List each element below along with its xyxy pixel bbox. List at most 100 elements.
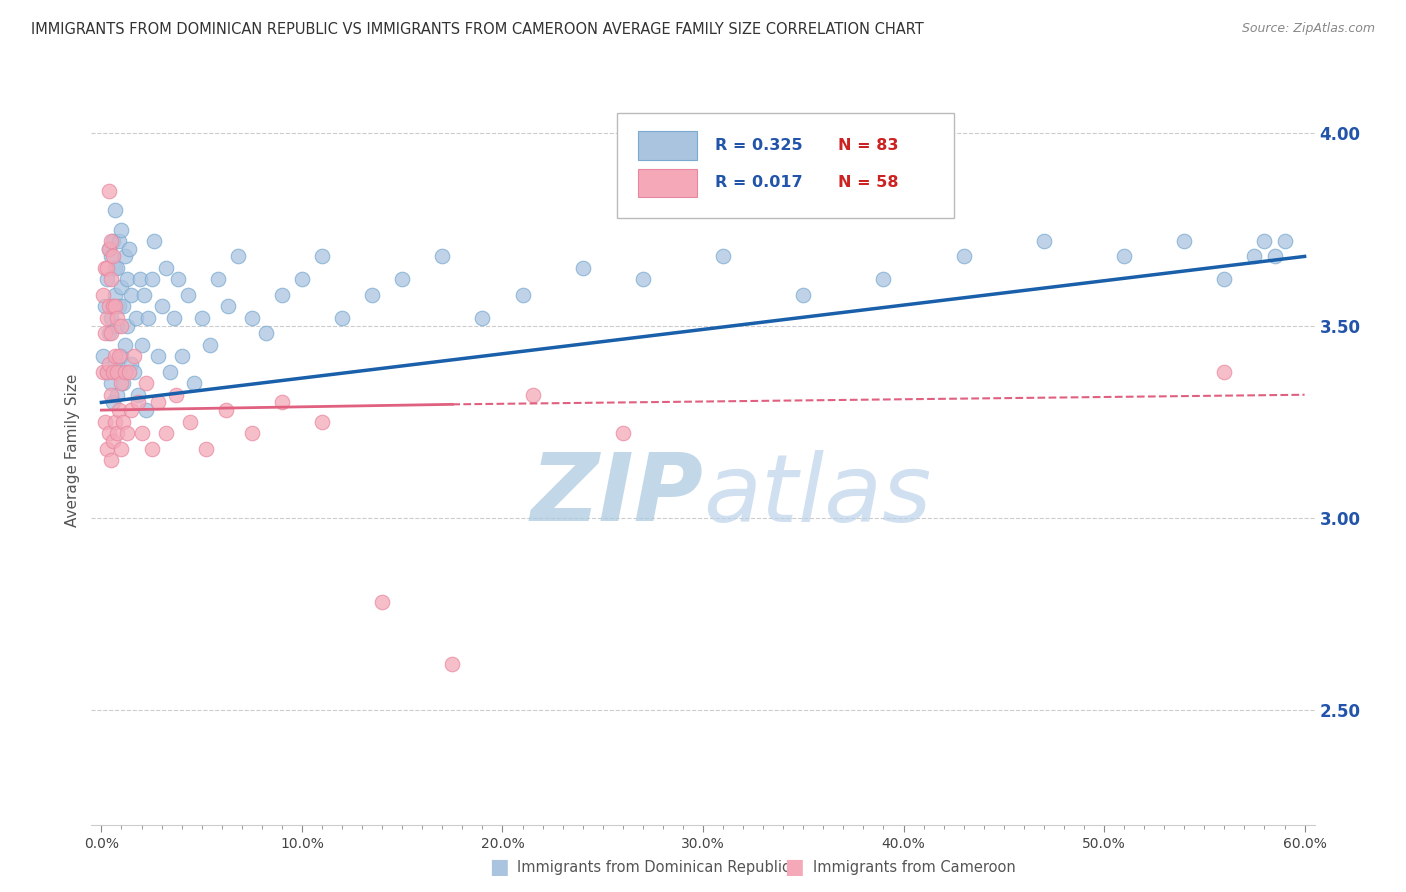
Point [110, 280, 132, 294]
Point [270, 395, 292, 409]
Point [114, 249, 136, 263]
Point [96, 365, 118, 379]
Point [176, 288, 198, 302]
Point [98, 426, 121, 441]
Point [112, 415, 135, 429]
Point [93, 349, 115, 363]
Point [98, 299, 121, 313]
Point [104, 203, 127, 218]
Point [104, 260, 127, 275]
Point [128, 272, 150, 286]
Point [512, 288, 534, 302]
Point [391, 272, 413, 286]
Text: N = 58: N = 58 [838, 176, 898, 191]
Point [122, 349, 145, 363]
Point [103, 395, 125, 409]
Point [162, 310, 184, 325]
Text: ■: ■ [785, 857, 804, 877]
Point [98, 242, 121, 256]
Point [207, 272, 229, 286]
Point [100, 310, 122, 325]
Point [107, 426, 129, 441]
Point [103, 249, 125, 263]
Point [711, 249, 734, 263]
Text: R = 0.017: R = 0.017 [716, 176, 803, 191]
Point [371, 595, 394, 609]
Point [103, 365, 125, 379]
Point [104, 299, 127, 313]
Point [100, 272, 122, 286]
Point [872, 272, 894, 286]
Point [131, 338, 153, 352]
Point [254, 326, 277, 341]
Point [166, 272, 188, 286]
Point [108, 403, 131, 417]
Point [110, 318, 132, 333]
Point [103, 234, 125, 248]
Point [1253, 234, 1275, 248]
Point [1243, 249, 1265, 263]
Point [104, 349, 127, 363]
Point [1114, 249, 1136, 263]
FancyBboxPatch shape [617, 113, 953, 219]
Point [93, 288, 115, 302]
Point [110, 222, 132, 236]
Point [432, 249, 454, 263]
Point [96, 272, 118, 286]
Point [155, 426, 177, 441]
Point [94, 260, 117, 275]
Point [240, 310, 263, 325]
Point [146, 395, 169, 409]
Point [217, 299, 239, 313]
Point [136, 310, 159, 325]
Point [117, 426, 139, 441]
Point [270, 288, 292, 302]
Point [150, 299, 173, 313]
Point [104, 288, 127, 302]
Point [124, 310, 146, 325]
Point [110, 349, 132, 363]
Point [103, 299, 125, 313]
Point [141, 272, 163, 286]
Point [104, 415, 127, 429]
Point [183, 376, 205, 391]
Point [142, 234, 165, 248]
Point [179, 415, 201, 429]
Point [131, 426, 153, 441]
Point [159, 365, 181, 379]
Point [141, 442, 163, 456]
Point [121, 357, 143, 371]
Point [330, 310, 353, 325]
Point [612, 426, 634, 441]
Point [1173, 234, 1195, 248]
Point [100, 249, 122, 263]
Point [96, 260, 118, 275]
Point [107, 388, 129, 402]
Text: R = 0.325: R = 0.325 [716, 138, 803, 153]
Bar [638, 131, 697, 160]
Point [226, 249, 249, 263]
Point [121, 403, 143, 417]
Point [132, 288, 155, 302]
Text: N = 83: N = 83 [838, 138, 898, 153]
Point [127, 388, 149, 402]
Point [98, 184, 121, 198]
Point [103, 434, 125, 448]
Point [146, 349, 169, 363]
Point [104, 357, 127, 371]
Point [311, 249, 333, 263]
Point [198, 338, 221, 352]
Bar [638, 169, 697, 197]
Point [100, 326, 122, 341]
Point [522, 388, 544, 402]
Point [100, 453, 122, 467]
Point [94, 326, 117, 341]
Point [110, 442, 132, 456]
Point [100, 388, 122, 402]
Point [127, 395, 149, 409]
Point [107, 318, 129, 333]
Point [215, 403, 238, 417]
Point [112, 376, 135, 391]
Point [98, 357, 121, 371]
Point [1274, 234, 1296, 248]
